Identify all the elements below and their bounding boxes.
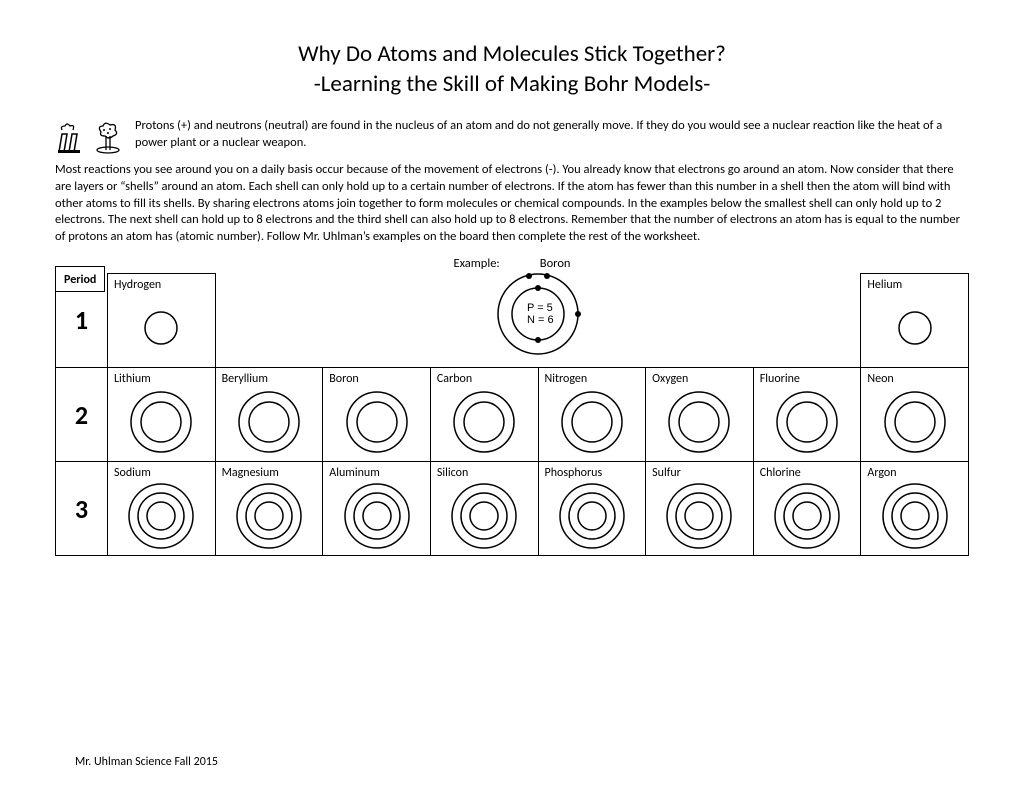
- shell-diagram: [881, 482, 949, 550]
- shell-diagram: [881, 294, 949, 362]
- element-name: Nitrogen: [545, 372, 640, 386]
- shell-diagram: [450, 482, 518, 550]
- element-cell: Argon: [861, 462, 969, 556]
- shell-diagram: [343, 482, 411, 550]
- element-cell: Magnesium: [215, 462, 323, 556]
- element-name: Sulfur: [652, 466, 747, 480]
- period-number-3: 3: [56, 462, 108, 556]
- element-name: Argon: [867, 466, 962, 480]
- element-name: Neon: [867, 372, 962, 386]
- table-row: 1 Hydrogen P = 5 N = 6 He: [56, 274, 969, 368]
- element-name: Hydrogen: [114, 278, 209, 292]
- shell-diagram: [665, 482, 733, 550]
- nuclear-explosion-icon: [93, 120, 123, 154]
- shell-diagram: [127, 482, 195, 550]
- element-name: Phosphorus: [545, 466, 640, 480]
- element-cell: Beryllium: [215, 368, 323, 462]
- element-cell: Sodium: [108, 462, 216, 556]
- table-row: 3 Sodium Magnesium Aluminum Silicon Phosphor…: [56, 462, 969, 556]
- shell-diagram: [773, 482, 841, 550]
- shell-diagram: [881, 388, 949, 456]
- element-name: Carbon: [437, 372, 532, 386]
- title-line-1: Why Do Atoms and Molecules Stick Togethe…: [55, 40, 969, 70]
- svg-text:N = 6: N = 6: [527, 314, 554, 326]
- intro-paragraph: Protons (+) and neutrons (neutral) are f…: [135, 118, 969, 152]
- shell-diagram: [235, 388, 303, 456]
- element-cell: Carbon: [430, 368, 538, 462]
- element-cell: Fluorine: [753, 368, 861, 462]
- element-cell: Lithium: [108, 368, 216, 462]
- element-name: Chlorine: [760, 466, 855, 480]
- element-name: Silicon: [437, 466, 532, 480]
- period-header: Period: [55, 266, 105, 292]
- element-cell: Boron: [323, 368, 431, 462]
- cell-helium: Helium: [861, 274, 969, 368]
- shell-diagram: [450, 388, 518, 456]
- periodic-grid: 1 Hydrogen P = 5 N = 6 He: [55, 273, 969, 556]
- cell-hydrogen: Hydrogen: [108, 274, 216, 368]
- element-cell: Oxygen: [646, 368, 754, 462]
- shell-diagram: [343, 388, 411, 456]
- period-number-2: 2: [56, 368, 108, 462]
- body-paragraph: Most reactions you see around you on a d…: [55, 162, 969, 246]
- element-cell: Sulfur: [646, 462, 754, 556]
- element-name: Helium: [867, 278, 962, 292]
- element-cell: Phosphorus: [538, 462, 646, 556]
- shell-diagram: [558, 482, 626, 550]
- element-name: Magnesium: [222, 466, 317, 480]
- element-name: Fluorine: [760, 372, 855, 386]
- element-cell: Aluminum: [323, 462, 431, 556]
- element-cell: Nitrogen: [538, 368, 646, 462]
- shell-diagram: [665, 388, 733, 456]
- svg-text:P = 5: P = 5: [527, 302, 553, 314]
- element-name: Lithium: [114, 372, 209, 386]
- element-name: Boron: [329, 372, 424, 386]
- element-cell: Neon: [861, 368, 969, 462]
- boron-example-diagram: P = 5 N = 6: [483, 268, 593, 360]
- element-name: Sodium: [114, 466, 209, 480]
- element-cell: Silicon: [430, 462, 538, 556]
- element-name: Oxygen: [652, 372, 747, 386]
- shell-diagram: [127, 388, 195, 456]
- shell-diagram: [773, 388, 841, 456]
- shell-diagram: [558, 388, 626, 456]
- shell-diagram: [127, 294, 195, 362]
- table-row: 2 Lithium Beryllium Boron Carbon Nitrogen Oxy…: [56, 368, 969, 462]
- title-line-2: -Learning the Skill of Making Bohr Model…: [55, 70, 969, 100]
- power-plant-icon: [55, 120, 85, 154]
- element-name: Aluminum: [329, 466, 424, 480]
- shell-diagram: [235, 482, 303, 550]
- element-name: Beryllium: [222, 372, 317, 386]
- footer-text: Mr. Uhlman Science Fall 2015: [75, 755, 218, 769]
- element-cell: Chlorine: [753, 462, 861, 556]
